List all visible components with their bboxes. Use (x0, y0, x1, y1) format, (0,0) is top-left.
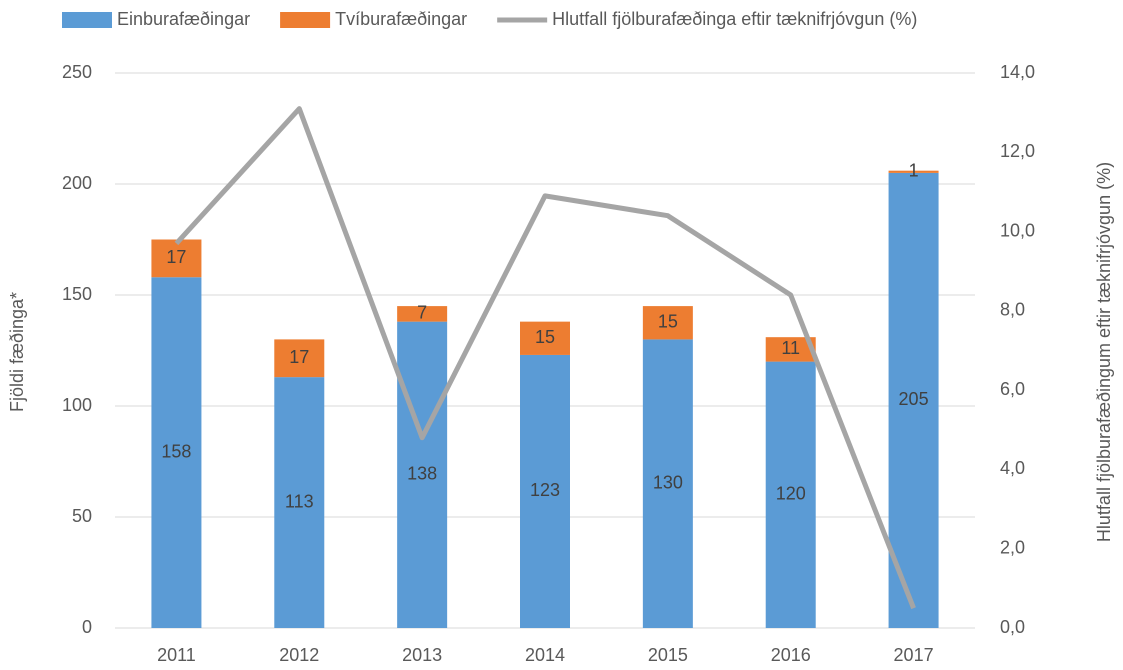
bar-segment (274, 377, 325, 628)
data-label: 17 (166, 247, 186, 267)
x-tick-label: 2016 (771, 645, 811, 665)
x-tick-label: 2011 (157, 645, 196, 665)
y2-tick-label: 12,0 (1000, 141, 1035, 161)
data-label: 7 (417, 303, 427, 323)
bar-segment (765, 361, 816, 628)
y-tick-label: 100 (62, 395, 92, 415)
data-label: 17 (289, 347, 309, 367)
x-tick-label: 2014 (525, 645, 565, 665)
bar-segment (274, 339, 325, 378)
y2-tick-label: 8,0 (1000, 300, 1025, 320)
y2-tick-label: 10,0 (1000, 220, 1035, 240)
y-tick-label: 200 (62, 173, 92, 193)
y-tick-label: 50 (72, 506, 92, 526)
y2-axis-title: Hlutfall fjölburafæðingum eftir tæknifrj… (1094, 162, 1114, 542)
y2-tick-label: 4,0 (1000, 458, 1025, 478)
legend-label: Tvíburafæðingar (335, 9, 467, 29)
y-axis-title: Fjöldi fæðinga* (7, 292, 27, 412)
y-tick-label: 150 (62, 284, 92, 304)
data-label: 123 (530, 480, 560, 500)
data-label: 11 (781, 338, 800, 358)
line-series (174, 106, 916, 610)
data-label: 130 (653, 472, 683, 492)
x-tick-label: 2013 (402, 645, 442, 665)
data-label: 15 (535, 327, 555, 347)
data-label: 15 (658, 312, 678, 332)
bar-segment (642, 306, 693, 340)
y2-tick-label: 6,0 (1000, 379, 1025, 399)
legend-label: Einburafæðingar (117, 9, 250, 29)
x-tick-label: 2017 (894, 645, 934, 665)
bar-segment (397, 306, 448, 322)
y-tick-label: 0 (82, 617, 92, 637)
y-tick-label: 250 (62, 62, 92, 82)
legend-swatch (280, 12, 331, 28)
bar-segment (642, 339, 693, 628)
bar-segment (520, 354, 570, 628)
data-label: 158 (161, 441, 191, 461)
data-label: 138 (407, 464, 437, 484)
bar-segment (151, 277, 202, 628)
x-tick-label: 2015 (648, 645, 688, 665)
legend-swatch (62, 12, 112, 28)
data-label: 113 (285, 491, 314, 511)
x-tick-label: 2012 (279, 645, 319, 665)
y2-tick-label: 2,0 (1000, 537, 1025, 557)
bar-segment (520, 321, 570, 355)
data-label: 1 (909, 161, 919, 181)
data-label: 205 (899, 389, 929, 409)
bar-segment (151, 239, 202, 278)
y2-tick-label: 14,0 (1000, 62, 1035, 82)
y2-tick-label: 0,0 (1000, 617, 1025, 637)
legend-label: Hlutfall fjölburafæðinga eftir tæknifrjó… (552, 9, 917, 29)
bar-segment (397, 321, 448, 628)
bar-segment (888, 170, 939, 173)
bar-segment (888, 172, 939, 628)
data-label: 120 (776, 484, 806, 504)
